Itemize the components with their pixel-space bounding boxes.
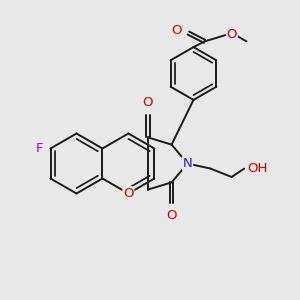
Text: O: O [143, 96, 153, 110]
Text: O: O [166, 208, 177, 222]
Text: O: O [172, 23, 182, 37]
Text: N: N [183, 157, 192, 170]
Text: OH: OH [247, 162, 267, 175]
Text: O: O [123, 187, 134, 200]
Text: F: F [35, 142, 43, 155]
Text: O: O [227, 28, 237, 41]
